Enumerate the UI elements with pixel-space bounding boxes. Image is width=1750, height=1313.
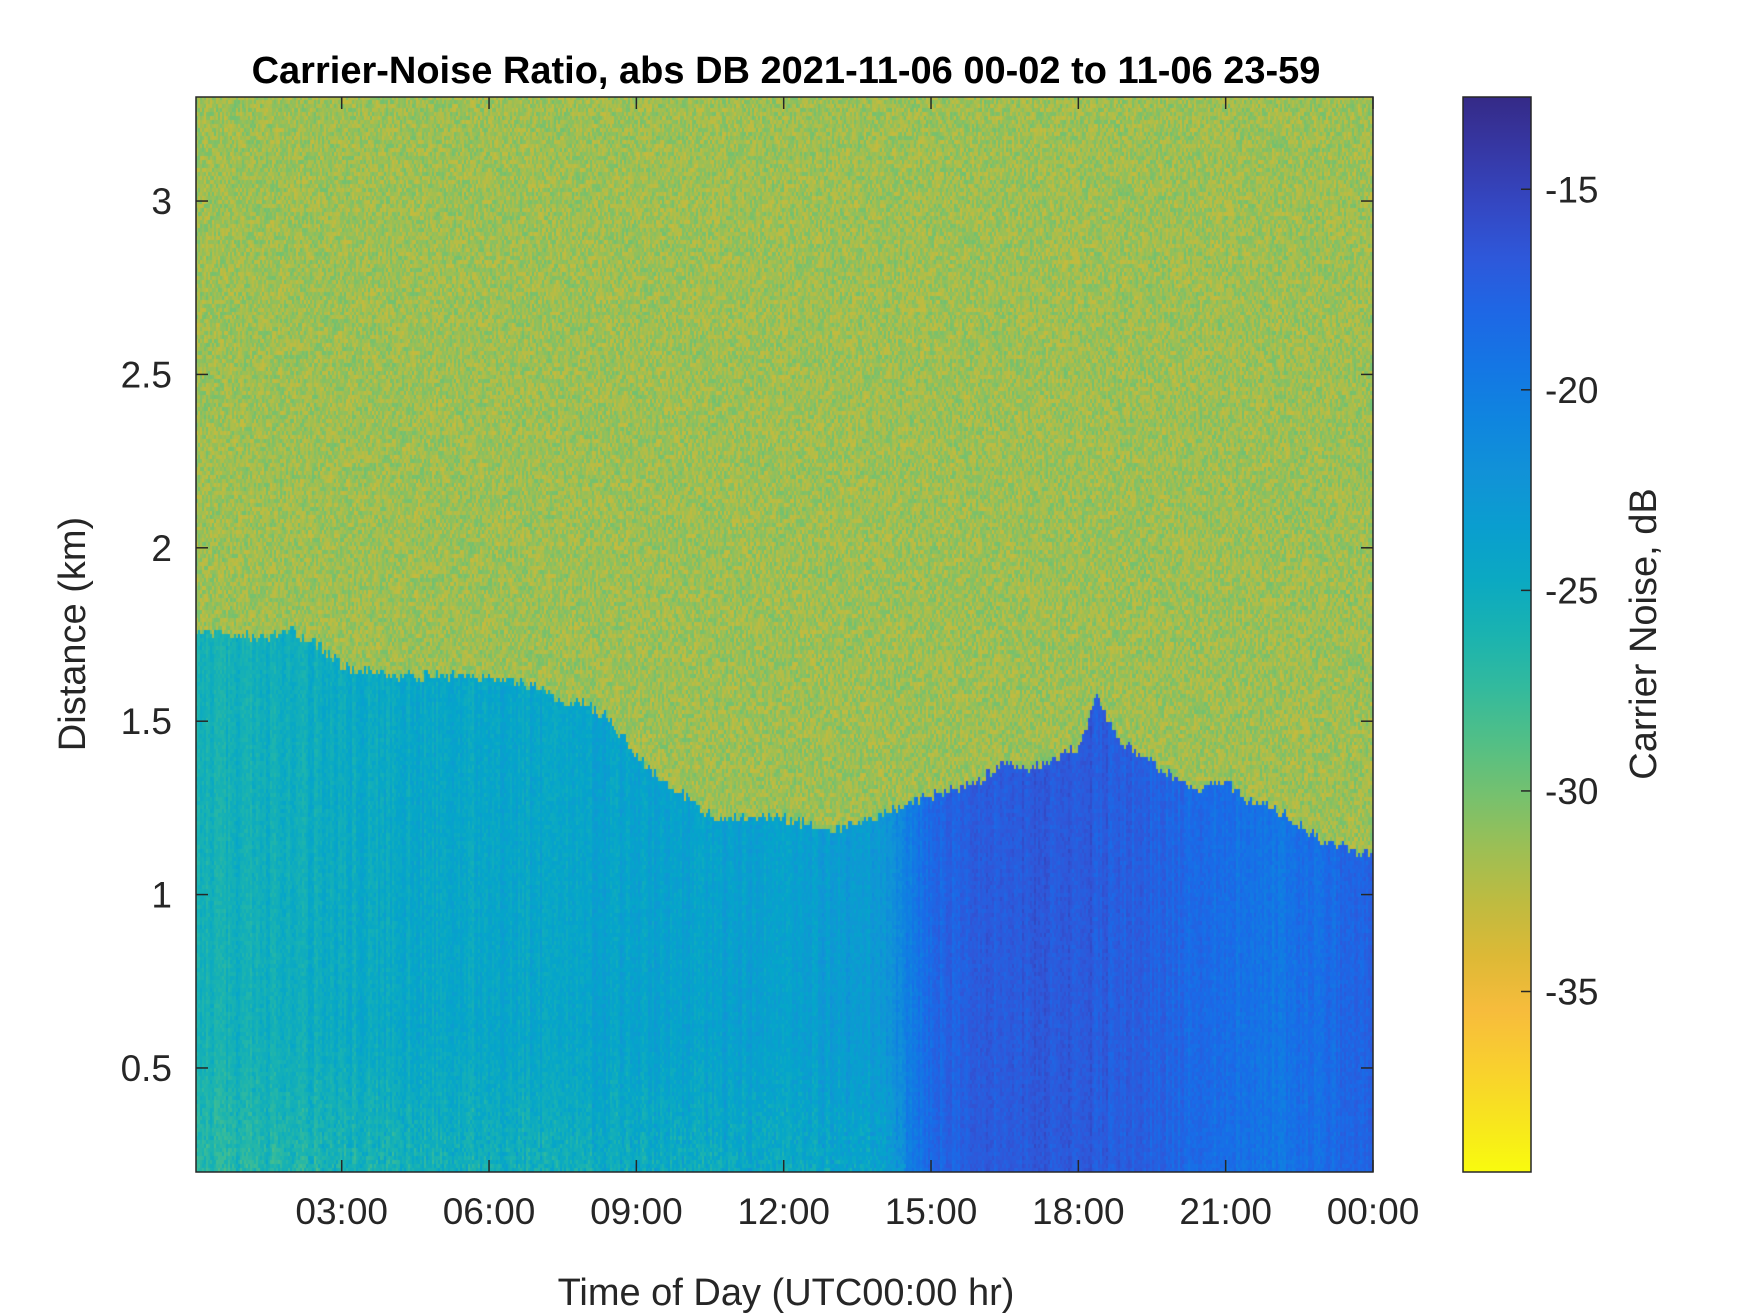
x-tick-label: 15:00 <box>885 1191 978 1232</box>
x-tick-label: 03:00 <box>295 1191 388 1232</box>
x-tick-label: 06:00 <box>443 1191 536 1232</box>
x-tick-label: 18:00 <box>1032 1191 1125 1232</box>
y-tick-label: 3 <box>151 181 172 222</box>
heatmap-image <box>196 97 1373 1172</box>
colorbar-tick-label: -20 <box>1545 370 1598 411</box>
colorbar: -15 -20 -25 -30 -35 Carrier Noise, dB <box>1462 96 1665 1173</box>
colorbar-tick-label: -30 <box>1545 771 1598 812</box>
x-tick-label: 00:00 <box>1327 1191 1420 1232</box>
colorbar-tick-label: -35 <box>1545 971 1598 1012</box>
x-tick-label: 21:00 <box>1179 1191 1272 1232</box>
x-axis-label: Time of Day (UTC00:00 hr) <box>558 1272 1015 1313</box>
axes-frame <box>195 96 1374 1173</box>
y-tick-label: 2 <box>151 528 172 569</box>
colorbar-tick-label: -25 <box>1545 570 1598 611</box>
x-axis: 03:00 06:00 09:00 12:00 15:00 18:00 21:00 00:00 <box>295 97 1419 1232</box>
x-tick-label: 12:00 <box>737 1191 830 1232</box>
colorbar-tick-label: -15 <box>1545 169 1598 210</box>
chart-title: Carrier-Noise Ratio, abs DB 2021-11-06 0… <box>252 50 1321 92</box>
plot-area <box>195 96 1374 1173</box>
y-tick-label: 1 <box>151 875 172 916</box>
y-axis-label: Distance (km) <box>52 517 94 751</box>
colorbar-ticks: -15 -20 -25 -30 -35 <box>1521 169 1598 1012</box>
y-axis: 0.5 1 1.5 2 2.5 3 <box>121 181 1373 1089</box>
x-tick-label: 09:00 <box>590 1191 683 1232</box>
colorbar-label: Carrier Noise, dB <box>1623 488 1665 779</box>
y-tick-label: 1.5 <box>121 701 172 742</box>
y-tick-label: 2.5 <box>121 354 172 395</box>
y-tick-label: 0.5 <box>121 1048 172 1089</box>
colorbar-gradient <box>1462 96 1532 1173</box>
